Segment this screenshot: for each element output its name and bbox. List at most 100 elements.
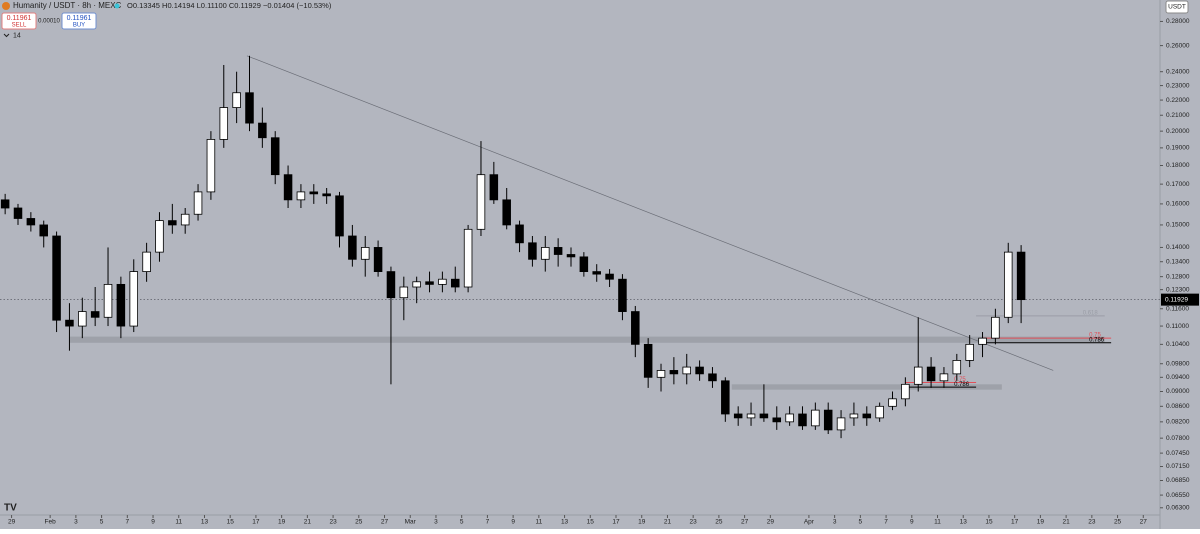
- x-tick-label: 25: [715, 519, 723, 526]
- zone: [731, 384, 1002, 390]
- x-tick-label: 27: [381, 519, 389, 526]
- y-tick-label: 0.23000: [1166, 82, 1190, 89]
- x-tick-label: 13: [201, 519, 209, 526]
- candle-body: [168, 220, 177, 226]
- trendline: [246, 55, 1054, 371]
- candle-body: [579, 256, 589, 272]
- x-tick-label: 9: [151, 519, 155, 526]
- candle-body: [811, 409, 820, 427]
- x-tick-label: Mar: [405, 519, 417, 526]
- y-tick-label: 0.06300: [1166, 505, 1190, 512]
- x-tick-label: 5: [859, 519, 863, 526]
- symbol: Humanity / USDT · 8h · MEXC: [13, 1, 122, 10]
- y-tick-label: 0.06550: [1166, 492, 1190, 499]
- x-tick-label: 23: [1088, 519, 1096, 526]
- y-tick-label: 0.07150: [1166, 463, 1190, 470]
- x-tick-label: 13: [960, 519, 968, 526]
- status-dot: [114, 3, 120, 9]
- y-tick-label: 0.07800: [1166, 435, 1190, 442]
- candle-body: [103, 283, 113, 318]
- candle-body: [270, 137, 280, 176]
- x-tick-label: 25: [355, 519, 363, 526]
- fib-label: 0.75: [1089, 333, 1101, 339]
- y-tick-label: 0.17000: [1166, 181, 1190, 188]
- candle-body: [65, 319, 74, 327]
- y-tick-label: 0.18000: [1166, 162, 1190, 169]
- sell-button[interactable]: [1, 12, 37, 30]
- candle-body: [978, 337, 987, 345]
- x-tick-label: 23: [690, 519, 698, 526]
- candle-body: [862, 413, 872, 419]
- x-tick-label: Feb: [45, 519, 57, 526]
- y-tick-label: 0.09000: [1166, 388, 1190, 395]
- x-tick-label: 9: [511, 519, 515, 526]
- candle-body: [52, 235, 61, 321]
- symbol-icon: [2, 2, 10, 10]
- collapse-icon[interactable]: [3, 33, 10, 38]
- x-tick-label: 11: [175, 519, 182, 526]
- candle-body: [283, 174, 293, 201]
- y-tick-label: 0.28000: [1166, 18, 1190, 25]
- y-tick-label: 0.08200: [1166, 419, 1190, 426]
- x-tick-label: 3: [74, 519, 78, 526]
- candle-body: [450, 278, 460, 288]
- candle-body: [412, 281, 421, 288]
- candle-body: [219, 107, 229, 140]
- x-tick-label: 27: [741, 519, 749, 526]
- candle-body: [901, 383, 910, 400]
- candle-body: [746, 413, 756, 419]
- x-tick-label: 5: [100, 519, 104, 526]
- candle-body: [721, 380, 730, 415]
- x-tick-label: 19: [1037, 519, 1045, 526]
- y-tick-label: 0.26000: [1166, 42, 1190, 49]
- last-price-label: 0.11929: [1165, 296, 1188, 303]
- candle-body: [463, 228, 473, 288]
- y-tick-label: 0.08600: [1166, 403, 1190, 410]
- sell-label: SELL: [12, 23, 27, 29]
- candle-body: [0, 199, 10, 209]
- candle-body: [759, 413, 769, 419]
- candle-body: [335, 195, 344, 237]
- x-tick-label: 3: [434, 519, 438, 526]
- y-tick-label: 0.07450: [1166, 450, 1190, 457]
- candle-body: [618, 278, 627, 312]
- candle-body: [849, 413, 859, 419]
- x-tick-label: 17: [252, 519, 260, 526]
- candle-body: [245, 92, 254, 124]
- y-tick-label: 0.12300: [1166, 286, 1190, 293]
- candle-body: [733, 413, 743, 419]
- candle-body: [309, 191, 319, 195]
- sell-price: 0.11961: [7, 15, 32, 22]
- candle-body: [605, 273, 614, 280]
- candle-body: [965, 343, 974, 361]
- candle-body: [553, 247, 563, 255]
- candle-body: [785, 413, 794, 423]
- x-tick-label: 5: [460, 519, 464, 526]
- candle-body: [296, 191, 306, 201]
- x-tick-label: 21: [664, 519, 672, 526]
- candle-body: [875, 405, 884, 419]
- candle-body: [669, 370, 679, 375]
- candle-body: [39, 224, 48, 237]
- currency-button[interactable]: [1165, 0, 1189, 14]
- zone: [69, 336, 1105, 343]
- candle-body: [631, 311, 640, 345]
- x-tick-label: 21: [1063, 519, 1071, 526]
- x-tick-label: 25: [1114, 519, 1122, 526]
- candle-body: [926, 366, 936, 382]
- ohlc: O0.13345 H0.14194 L0.11100 C0.11929 −0.0…: [127, 1, 332, 10]
- x-tick-label: 7: [126, 519, 130, 526]
- x-tick-label: 11: [934, 519, 941, 526]
- x-tick-label: 21: [304, 519, 312, 526]
- buy-button[interactable]: [61, 12, 97, 30]
- x-tick-label: 19: [278, 519, 286, 526]
- last-price-badge: [1161, 293, 1199, 306]
- candle-body: [360, 247, 370, 260]
- candle-body: [939, 373, 949, 382]
- candle-body: [399, 286, 409, 299]
- candle-body: [695, 366, 704, 375]
- y-tick-label: 0.20000: [1166, 128, 1190, 135]
- indicator: 14: [13, 32, 21, 39]
- y-tick-label: 0.11000: [1166, 323, 1189, 330]
